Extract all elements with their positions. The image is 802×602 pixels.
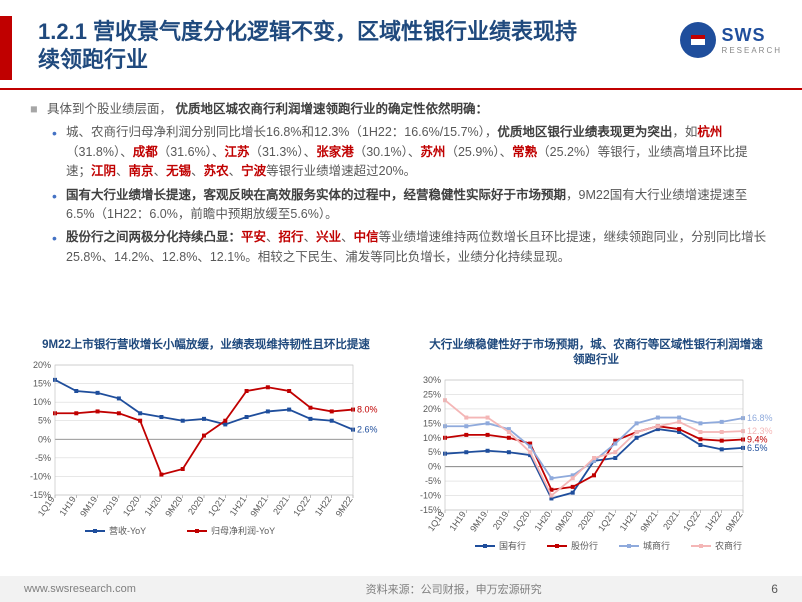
svg-text:9M22: 9M22 xyxy=(334,494,355,518)
bullet-2: 国有大行业绩增长提速，客观反映在高效服务实体的过程中，经营稳健性实际好于市场预期… xyxy=(52,186,772,225)
svg-text:8.0%: 8.0% xyxy=(357,405,378,415)
svg-text:9M20: 9M20 xyxy=(163,494,184,518)
svg-text:9M20: 9M20 xyxy=(553,509,574,533)
svg-text:城商行: 城商行 xyxy=(643,540,670,551)
svg-text:9M21: 9M21 xyxy=(248,494,269,518)
svg-text:1H19: 1H19 xyxy=(57,494,78,517)
svg-text:5%: 5% xyxy=(428,447,441,457)
accent-bar xyxy=(0,16,12,80)
svg-text:1Q20: 1Q20 xyxy=(511,509,532,533)
svg-text:9M19: 9M19 xyxy=(468,509,489,533)
svg-text:-10%: -10% xyxy=(30,471,51,481)
svg-text:0%: 0% xyxy=(38,434,51,444)
svg-text:1H20: 1H20 xyxy=(143,494,164,517)
svg-text:1H21: 1H21 xyxy=(228,494,249,517)
intro-bold: 优质地区城农商行利润增速领跑行业的确定性依然明确： xyxy=(176,102,489,116)
svg-text:15%: 15% xyxy=(33,379,51,389)
svg-text:2019: 2019 xyxy=(491,509,511,531)
svg-text:1Q22: 1Q22 xyxy=(681,509,702,533)
chart1-svg: -15%-10%-5%0%5%10%15%20%1Q191H199M192019… xyxy=(21,359,391,539)
svg-text:1H21: 1H21 xyxy=(618,509,639,532)
title-underline xyxy=(0,88,802,90)
svg-text:1Q20: 1Q20 xyxy=(121,494,142,518)
svg-text:15%: 15% xyxy=(423,418,441,428)
bullet-1: 城、农商行归母净利润分别同比增长16.8%和12.3%（1H22：16.6%/1… xyxy=(52,123,772,181)
svg-text:2020: 2020 xyxy=(576,509,596,531)
charts-row: 9M22上市银行营收增长小幅放缓，业绩表现维持韧性且环比提速 -15%-10%-… xyxy=(18,338,784,554)
svg-text:25%: 25% xyxy=(423,389,441,399)
svg-text:1H19: 1H19 xyxy=(447,509,468,532)
svg-text:-5%: -5% xyxy=(35,453,51,463)
svg-text:5%: 5% xyxy=(38,416,51,426)
svg-text:1Q21: 1Q21 xyxy=(206,494,227,518)
svg-text:2.6%: 2.6% xyxy=(357,425,378,435)
page-title: 1.2.1 营收景气度分化逻辑不变，区域性银行业绩表现持续领跑行业 xyxy=(38,18,598,74)
page-number: 6 xyxy=(771,582,778,596)
svg-text:1H20: 1H20 xyxy=(533,509,554,532)
svg-text:营收-YoY: 营收-YoY xyxy=(109,525,146,536)
logo-text-wrap: SWS RESEARCH xyxy=(722,25,782,55)
svg-text:-5%: -5% xyxy=(425,476,441,486)
bullet-list: 城、农商行归母净利润分别同比增长16.8%和12.3%（1H22：16.6%/1… xyxy=(30,123,772,267)
intro-prefix: 具体到个股业绩层面， xyxy=(47,102,172,116)
logo-text: SWS xyxy=(722,25,782,46)
svg-text:9M21: 9M21 xyxy=(638,509,659,533)
logo: SWS RESEARCH xyxy=(680,22,782,58)
svg-text:1Q22: 1Q22 xyxy=(291,494,312,518)
svg-text:2019: 2019 xyxy=(101,494,121,516)
footer: www.swsresearch.com 资料来源：公司财报，申万宏源研究 6 xyxy=(0,576,802,602)
svg-text:12.3%: 12.3% xyxy=(747,426,773,436)
svg-text:2021: 2021 xyxy=(271,494,291,516)
logo-icon xyxy=(680,22,716,58)
svg-text:16.8%: 16.8% xyxy=(747,413,773,423)
svg-text:1H22: 1H22 xyxy=(313,494,334,517)
bullet-3: 股份行之间两极分化持续凸显：平安、招行、兴业、中信等业绩增速维持两位数增长且环比… xyxy=(52,228,772,267)
chart2-title: 大行业绩稳健性好于市场预期，城、农商行等区域性银行利润增速领跑行业 xyxy=(426,338,766,368)
svg-text:10%: 10% xyxy=(33,397,51,407)
svg-text:9M22: 9M22 xyxy=(724,509,745,533)
svg-text:30%: 30% xyxy=(423,375,441,385)
logo-subtext: RESEARCH xyxy=(722,46,782,55)
chart1-title: 9M22上市银行营收增长小幅放缓，业绩表现维持韧性且环比提速 xyxy=(36,338,376,353)
svg-text:股份行: 股份行 xyxy=(571,540,598,551)
svg-text:1Q21: 1Q21 xyxy=(596,509,617,533)
svg-text:20%: 20% xyxy=(423,404,441,414)
footer-url: www.swsresearch.com xyxy=(24,583,136,595)
svg-text:1H22: 1H22 xyxy=(703,509,724,532)
chart-left: 9M22上市银行营收增长小幅放缓，业绩表现维持韧性且环比提速 -15%-10%-… xyxy=(18,338,394,554)
chart-right: 大行业绩稳健性好于市场预期，城、农商行等区域性银行利润增速领跑行业 -15%-1… xyxy=(408,338,784,554)
svg-text:20%: 20% xyxy=(33,360,51,370)
svg-text:2021: 2021 xyxy=(661,509,681,531)
intro-line: ■ 具体到个股业绩层面， 优质地区城农商行利润增速领跑行业的确定性依然明确： xyxy=(30,100,772,119)
content-body: ■ 具体到个股业绩层面， 优质地区城农商行利润增速领跑行业的确定性依然明确： 城… xyxy=(30,100,772,271)
footer-source: 资料来源：公司财报，申万宏源研究 xyxy=(366,581,542,597)
svg-text:2020: 2020 xyxy=(186,494,206,516)
svg-text:国有行: 国有行 xyxy=(499,540,526,551)
svg-text:10%: 10% xyxy=(423,433,441,443)
chart2-svg: -15%-10%-5%0%5%10%15%20%25%30%1Q191H199M… xyxy=(411,374,781,554)
svg-text:-10%: -10% xyxy=(420,490,441,500)
svg-text:农商行: 农商行 xyxy=(715,540,742,551)
svg-text:9M19: 9M19 xyxy=(78,494,99,518)
svg-text:0%: 0% xyxy=(428,462,441,472)
svg-text:归母净利润-YoY: 归母净利润-YoY xyxy=(211,525,275,536)
